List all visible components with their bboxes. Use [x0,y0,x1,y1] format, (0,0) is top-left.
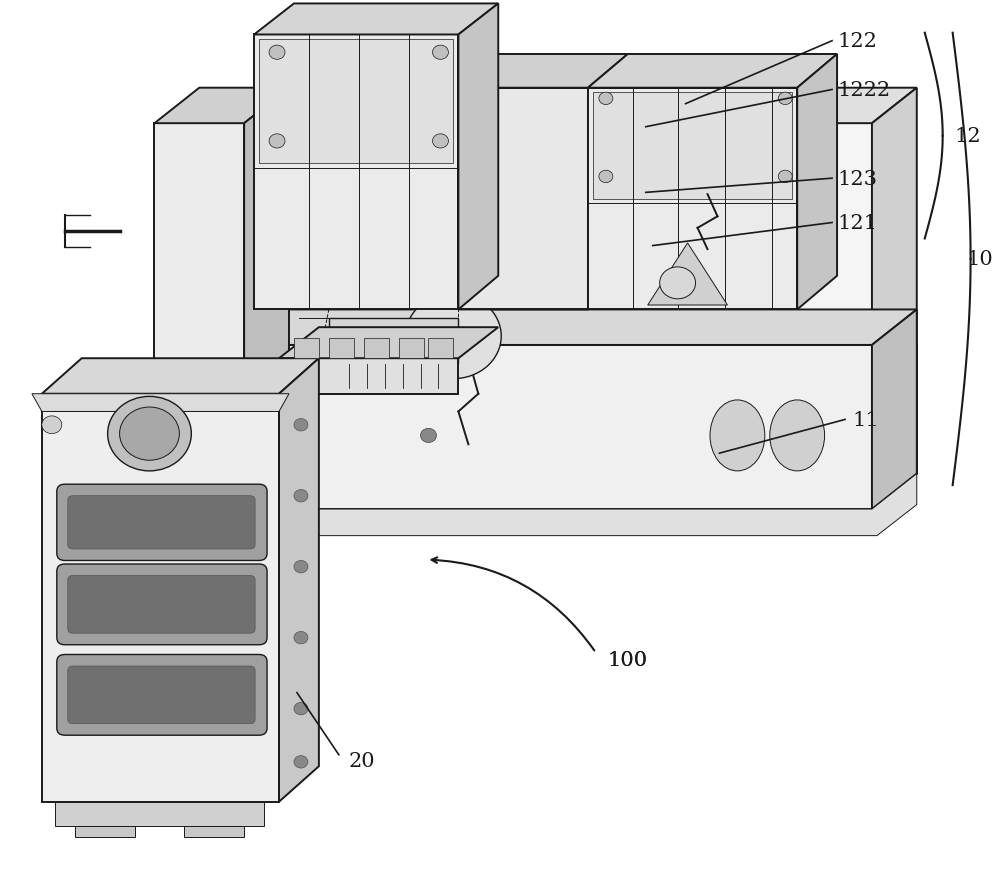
Text: 1222: 1222 [837,81,890,100]
Text: 100: 100 [608,650,648,670]
Ellipse shape [770,400,825,471]
Polygon shape [154,124,244,509]
FancyBboxPatch shape [57,564,267,645]
Polygon shape [648,244,727,306]
FancyBboxPatch shape [68,496,255,549]
Polygon shape [279,328,498,359]
Polygon shape [55,802,264,826]
Circle shape [406,294,501,379]
Polygon shape [872,89,917,509]
Circle shape [660,268,696,299]
Polygon shape [588,89,797,310]
Circle shape [294,632,308,644]
FancyBboxPatch shape [68,576,255,633]
Polygon shape [329,319,458,363]
Circle shape [432,135,448,149]
Text: 122: 122 [837,32,877,51]
Text: 11: 11 [852,410,879,430]
Polygon shape [588,55,837,89]
Text: 20: 20 [349,750,375,770]
FancyBboxPatch shape [57,485,267,561]
Text: 12: 12 [955,127,981,146]
Polygon shape [334,363,453,390]
Polygon shape [593,93,792,199]
Polygon shape [184,826,244,837]
Circle shape [294,419,308,431]
Polygon shape [458,55,628,89]
Circle shape [42,416,62,434]
Polygon shape [294,338,319,359]
Polygon shape [458,4,498,310]
Polygon shape [259,40,453,164]
Polygon shape [154,346,917,509]
Circle shape [120,408,179,461]
Polygon shape [50,394,274,412]
Text: 100: 100 [608,650,648,670]
Circle shape [294,756,308,768]
Polygon shape [458,89,588,310]
FancyBboxPatch shape [57,655,267,735]
Text: 10: 10 [967,250,993,269]
Circle shape [294,561,308,573]
Circle shape [294,703,308,715]
Polygon shape [42,359,319,394]
Polygon shape [797,55,837,310]
Polygon shape [244,89,917,124]
Circle shape [294,490,308,502]
Polygon shape [154,474,917,536]
Circle shape [521,249,535,261]
Circle shape [269,46,285,60]
Polygon shape [872,310,917,509]
Text: 123: 123 [837,169,877,189]
Polygon shape [428,338,453,359]
Polygon shape [32,394,289,412]
Circle shape [421,429,436,443]
Polygon shape [279,359,319,802]
Polygon shape [329,338,354,359]
Text: 121: 121 [837,214,877,233]
Circle shape [166,409,202,441]
Polygon shape [75,826,135,837]
Circle shape [599,171,613,183]
Polygon shape [154,89,289,124]
Polygon shape [254,4,498,35]
Circle shape [599,93,613,105]
Circle shape [432,46,448,60]
Ellipse shape [710,400,765,471]
Circle shape [778,93,792,105]
Polygon shape [244,124,872,509]
Circle shape [108,397,191,471]
Polygon shape [154,310,917,346]
Polygon shape [42,394,279,802]
Polygon shape [244,89,289,509]
Polygon shape [458,276,628,310]
Polygon shape [279,359,458,394]
Circle shape [778,171,792,183]
Polygon shape [399,338,424,359]
Polygon shape [254,35,458,310]
Circle shape [269,135,285,149]
Polygon shape [364,338,389,359]
FancyBboxPatch shape [68,666,255,724]
